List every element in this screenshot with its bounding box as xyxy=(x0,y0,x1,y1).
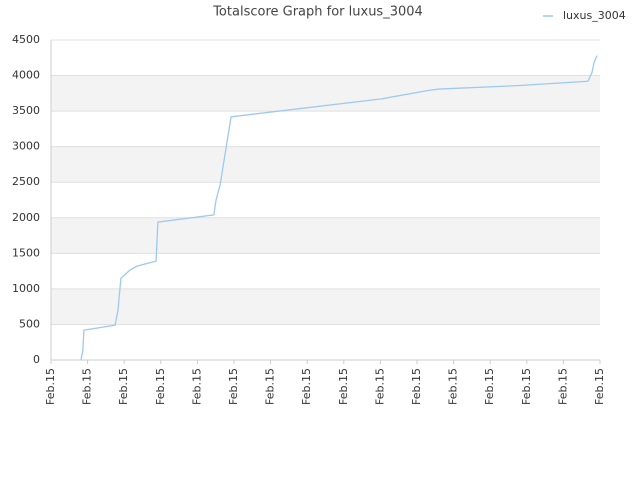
y-tick-label: 1500 xyxy=(12,246,40,259)
x-tick-label: Feb.15 xyxy=(154,368,167,405)
grid-band xyxy=(51,217,600,254)
x-tick-label: Feb.15 xyxy=(483,368,496,405)
x-tick-label: Feb.15 xyxy=(337,368,350,405)
y-tick-label: 4500 xyxy=(12,33,40,46)
x-tick-label: Feb.15 xyxy=(227,368,240,405)
y-tick-label: 3500 xyxy=(12,104,40,117)
x-tick-label: Feb.15 xyxy=(520,368,533,405)
y-tick-label: 3000 xyxy=(12,140,40,153)
chart-title: Totalscore Graph for luxus_3004 xyxy=(212,5,423,20)
y-tick-label: 1000 xyxy=(12,282,40,295)
y-tick-label: 500 xyxy=(19,317,40,330)
grid-band xyxy=(51,288,600,325)
data-line xyxy=(80,55,598,361)
x-tick-label: Feb.15 xyxy=(410,368,423,405)
x-tick-label: Feb.15 xyxy=(44,368,57,405)
x-tick-label: Feb.15 xyxy=(300,368,313,405)
legend-label: luxus_3004 xyxy=(563,9,626,22)
x-tick-label: Feb.15 xyxy=(190,368,203,405)
x-tick-label: Feb.15 xyxy=(593,368,606,405)
y-tick-label: 0 xyxy=(33,353,40,366)
x-tick-label: Feb.15 xyxy=(264,368,277,405)
y-tick-label: 2500 xyxy=(12,175,40,188)
y-tick-label: 4000 xyxy=(12,69,40,82)
grid-band xyxy=(51,146,600,183)
x-tick-label: Feb.15 xyxy=(373,368,386,405)
x-tick-label: Feb.15 xyxy=(117,368,130,405)
x-tick-label: Feb.15 xyxy=(81,368,94,405)
x-tick-label: Feb.15 xyxy=(556,368,569,405)
y-tick-label: 2000 xyxy=(12,211,40,224)
x-tick-label: Feb.15 xyxy=(447,368,460,405)
